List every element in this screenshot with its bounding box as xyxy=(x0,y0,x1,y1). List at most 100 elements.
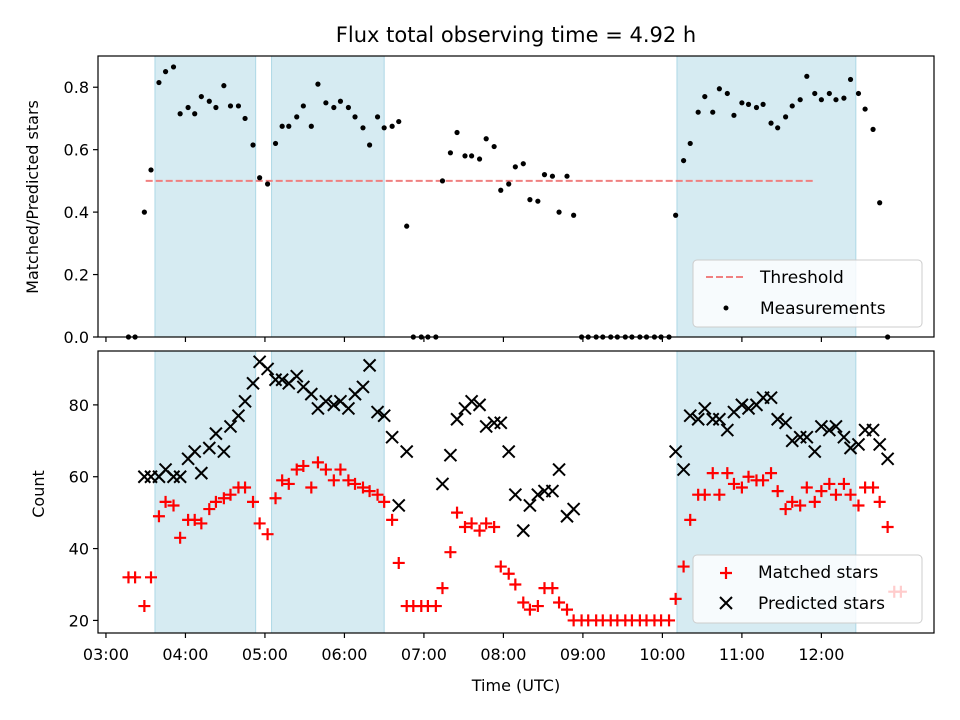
matched-star-point xyxy=(276,474,289,487)
matched-star-point xyxy=(867,481,880,494)
predicted-star-point xyxy=(238,394,252,409)
matched-star-point xyxy=(297,459,310,472)
x-tick-label: 04:00 xyxy=(162,645,208,664)
predicted-star-point xyxy=(735,398,749,412)
matched-star-point xyxy=(808,495,821,508)
legend-measurements-label: Measurements xyxy=(760,299,886,319)
legend-matched-swatch xyxy=(720,567,732,579)
y-tick-label: 0.8 xyxy=(64,78,89,97)
predicted-star-point xyxy=(822,423,837,437)
bottom-y-axis-ticks: 20 40 60 80 xyxy=(69,396,98,630)
predicted-star-point xyxy=(319,394,333,409)
measurement-point xyxy=(826,90,832,97)
bottom-plot-frame xyxy=(97,350,935,634)
measurement-point xyxy=(156,79,162,86)
measurement-point xyxy=(768,120,774,126)
predicted-star-point xyxy=(770,412,785,426)
predicted-star-point xyxy=(385,430,399,444)
matched-star-point xyxy=(253,517,266,530)
measurement-point xyxy=(687,140,693,147)
predicted-star-point xyxy=(712,412,727,426)
matched-star-point xyxy=(779,503,792,516)
matched-star-point xyxy=(327,474,340,487)
matched-star-point xyxy=(167,499,180,512)
measurement-point xyxy=(847,76,854,83)
matched-star-point xyxy=(677,560,690,573)
measurement-point xyxy=(331,104,337,111)
measurement-point xyxy=(483,136,489,142)
y-tick-label: 20 xyxy=(69,611,89,630)
predicted-star-point xyxy=(566,502,581,516)
predicted-star-point xyxy=(137,470,152,484)
measurement-point xyxy=(352,114,358,120)
predicted-star-point xyxy=(866,423,880,437)
predicted-star-point xyxy=(173,470,187,484)
predicted-star-point xyxy=(341,401,356,416)
measurement-point xyxy=(556,209,562,215)
matched-star-point xyxy=(436,582,449,595)
matched-star-point xyxy=(261,528,274,541)
measurement-point xyxy=(272,140,279,147)
x-tick-label: 06:00 xyxy=(321,645,367,664)
matched-star-point xyxy=(742,470,755,483)
top-panel: 0.00.20.40.60.8 Matched/Predicted stars … xyxy=(23,55,935,347)
measurement-point xyxy=(264,181,271,187)
measurement-point xyxy=(680,157,687,164)
matched-star-point xyxy=(305,481,318,494)
matched-star-point xyxy=(378,495,391,508)
measurement-point xyxy=(198,93,204,100)
measurement-point xyxy=(804,73,810,79)
predicted-star-point xyxy=(837,430,851,444)
predicted-star-point xyxy=(676,462,691,477)
bottom-legend: Matched stars Predicted stars xyxy=(692,554,923,624)
predicted-star-point xyxy=(377,408,391,423)
measurement-point xyxy=(315,81,321,87)
matched-star-point xyxy=(282,477,295,490)
predicted-star-point xyxy=(508,487,523,502)
measurement-point xyxy=(185,104,191,111)
measurement-point xyxy=(870,126,876,132)
matched-star-point xyxy=(771,485,784,498)
measurement-point xyxy=(491,143,497,150)
matched-star-point xyxy=(735,481,748,494)
measurement-point xyxy=(227,103,234,109)
measurement-point xyxy=(877,200,883,206)
predicted-star-point xyxy=(691,412,705,426)
matched-star-point xyxy=(174,531,187,544)
measurement-point xyxy=(323,100,329,106)
predicted-star-point xyxy=(545,484,560,498)
predicted-star-point xyxy=(720,423,735,437)
measurement-point xyxy=(527,197,533,203)
matched-star-point xyxy=(531,600,544,613)
matched-star-point xyxy=(523,603,536,616)
measurement-point xyxy=(374,114,381,120)
predicted-star-point xyxy=(880,452,895,466)
measurement-point xyxy=(855,90,862,97)
matched-star-point xyxy=(290,463,303,476)
matched-star-point xyxy=(823,477,836,490)
measurement-point xyxy=(206,98,212,104)
measurement-point xyxy=(257,175,263,181)
matched-star-point xyxy=(356,481,369,494)
matched-star-point xyxy=(765,467,778,480)
measurement-point xyxy=(308,123,314,129)
matched-star-point xyxy=(727,477,740,490)
measurement-point xyxy=(498,187,504,193)
x-tick-label: 11:00 xyxy=(719,645,765,664)
predicted-star-point xyxy=(223,419,238,434)
measurement-point xyxy=(535,198,541,204)
predicted-star-point xyxy=(516,523,530,538)
measurement-point xyxy=(250,142,256,148)
matched-star-point xyxy=(465,517,478,530)
measurement-point xyxy=(760,101,766,107)
predicted-star-point xyxy=(683,408,697,423)
x-tick-label: 07:00 xyxy=(401,645,447,664)
matched-star-point xyxy=(837,477,850,490)
matched-star-point xyxy=(786,495,799,508)
figure-title: Flux total observing time = 4.92 h xyxy=(336,23,696,47)
predicted-star-point xyxy=(785,434,799,448)
predicted-star-point xyxy=(435,477,450,491)
predicted-star-point xyxy=(800,430,814,444)
predicted-star-point xyxy=(275,373,289,387)
measurement-point xyxy=(235,103,242,109)
